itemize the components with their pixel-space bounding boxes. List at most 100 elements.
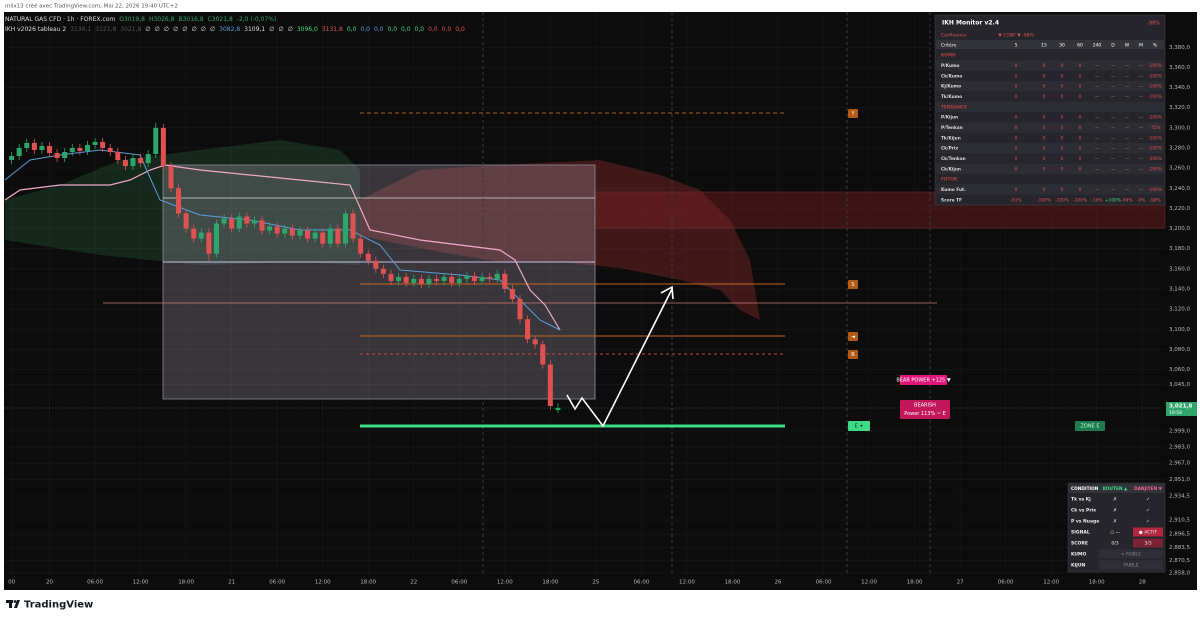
column-header: DANJITEN ▼ bbox=[1134, 486, 1163, 492]
cell: — bbox=[1095, 126, 1100, 131]
logo-part bbox=[14, 600, 20, 608]
kumo-red bbox=[360, 160, 760, 320]
x-tick-label: 06:00 bbox=[816, 580, 832, 586]
candle-body bbox=[198, 232, 204, 239]
cell: Ck/Kumo bbox=[941, 73, 962, 79]
candle-body bbox=[418, 278, 424, 284]
candle-body bbox=[471, 275, 477, 281]
cell: — bbox=[1111, 95, 1116, 100]
y-tick-label: 3,080,0 bbox=[1169, 347, 1190, 353]
annotation-label: ◄ bbox=[851, 334, 855, 340]
ohlc-value: O3019,8 bbox=[119, 16, 145, 23]
cell: 0 bbox=[1079, 187, 1082, 193]
cell: P/Kumo bbox=[941, 63, 960, 69]
candle-body bbox=[130, 158, 136, 167]
indicator-value: 3136,1 bbox=[70, 26, 91, 33]
symbol: NATURAL GAS CFD · 1h · FOREX.com bbox=[5, 16, 115, 23]
indicator-value: 0,0 bbox=[360, 26, 370, 33]
cell: 0 bbox=[1079, 156, 1082, 162]
header-row bbox=[936, 40, 1164, 49]
section-label: TENDANCE bbox=[941, 104, 967, 110]
x-tick-label: 06:00 bbox=[998, 580, 1014, 586]
cell: 0 bbox=[1015, 115, 1018, 121]
column-header: % bbox=[1153, 43, 1158, 49]
candle-body bbox=[206, 232, 212, 254]
cell: — bbox=[1139, 136, 1144, 141]
candle-body bbox=[183, 213, 189, 229]
cell: — bbox=[1139, 116, 1144, 121]
candle-body bbox=[122, 160, 128, 167]
x-tick-label: 12:00 bbox=[133, 580, 149, 586]
ohlc-value: C3021,8 bbox=[208, 16, 233, 23]
row-stripe bbox=[936, 143, 1164, 154]
y-tick-label: 2,967,0 bbox=[1169, 461, 1190, 467]
x-tick-label: 18:00 bbox=[178, 580, 194, 586]
candles: 3,021,819:58 bbox=[4, 122, 1197, 417]
cell: 0 bbox=[1015, 156, 1018, 162]
indicator-value: ∅ bbox=[191, 26, 196, 33]
cell: — bbox=[1139, 157, 1144, 162]
indicator-value: ∅ bbox=[155, 26, 160, 33]
cell: -100% bbox=[1148, 166, 1162, 172]
cell: 0 bbox=[1061, 146, 1064, 152]
cell: P/Tenkan bbox=[941, 125, 963, 131]
cell: -98% bbox=[1149, 197, 1160, 203]
cell: -100% bbox=[1148, 115, 1162, 121]
cell: -100% bbox=[1037, 197, 1051, 203]
cell: 0 bbox=[1043, 63, 1046, 69]
logo-part bbox=[13, 600, 17, 603]
candle-body bbox=[547, 364, 553, 406]
cell: 0 bbox=[1061, 115, 1064, 121]
cell: — bbox=[1095, 116, 1100, 121]
candle-body bbox=[449, 276, 455, 283]
cell: ● ACTIF bbox=[1139, 530, 1158, 536]
x-tick-label: 28 bbox=[1139, 580, 1146, 586]
cell: 0 bbox=[1061, 135, 1064, 141]
y-tick-label: 2,983,0 bbox=[1169, 445, 1190, 451]
cell: 0 bbox=[1043, 166, 1046, 172]
candle-body bbox=[456, 278, 462, 283]
cell: — bbox=[1139, 126, 1144, 131]
x-tick-label: 18:00 bbox=[360, 580, 376, 586]
cell: SIGNAL bbox=[1071, 530, 1090, 536]
candle-body bbox=[380, 268, 386, 274]
candle-body bbox=[502, 273, 508, 289]
cell: 0 bbox=[1061, 187, 1064, 193]
candle-body bbox=[320, 232, 326, 244]
overlays bbox=[4, 12, 1166, 575]
cell: Ck/Prix bbox=[941, 146, 958, 152]
indicator-value: ∅ bbox=[278, 26, 283, 33]
annotation-label: E ✦ bbox=[855, 424, 864, 430]
cell: — bbox=[1139, 74, 1144, 79]
x-tick-label: 06:00 bbox=[633, 580, 649, 586]
cell: -84% bbox=[1121, 197, 1132, 203]
y-tick-label: 2,999,0 bbox=[1169, 428, 1190, 434]
y-tick-label: 3,100,0 bbox=[1169, 327, 1190, 333]
cell: — bbox=[1095, 64, 1100, 69]
candle-body bbox=[244, 216, 250, 224]
candle-body bbox=[221, 218, 227, 224]
indicator-value: 0,0 bbox=[455, 26, 465, 33]
annotation-box bbox=[848, 350, 858, 359]
y-tick-label: 3,160,0 bbox=[1169, 266, 1190, 272]
cell: ✗ bbox=[1113, 508, 1117, 514]
cell: — bbox=[1125, 95, 1130, 100]
cell: -100% bbox=[1148, 73, 1162, 79]
cell: — bbox=[1125, 157, 1130, 162]
cell: 0 bbox=[1061, 156, 1064, 162]
y-tick-label: 3,280,0 bbox=[1169, 145, 1190, 151]
candle-body bbox=[532, 339, 538, 345]
monitor-title: IKH Monitor v2.4 bbox=[942, 20, 999, 27]
cell: 0 bbox=[1043, 115, 1046, 121]
column-header: 15 bbox=[1041, 43, 1047, 49]
indicator-value: ∅ bbox=[288, 26, 293, 33]
cell: 0 bbox=[1061, 73, 1064, 79]
cell: FAIBLE bbox=[1123, 563, 1138, 569]
indicator-value: 3082,8 bbox=[219, 26, 240, 33]
candle-body bbox=[138, 158, 144, 164]
candle-body bbox=[434, 278, 440, 281]
cell: — bbox=[1111, 157, 1116, 162]
cell: — bbox=[1125, 64, 1130, 69]
cell: 0 bbox=[1015, 135, 1018, 141]
